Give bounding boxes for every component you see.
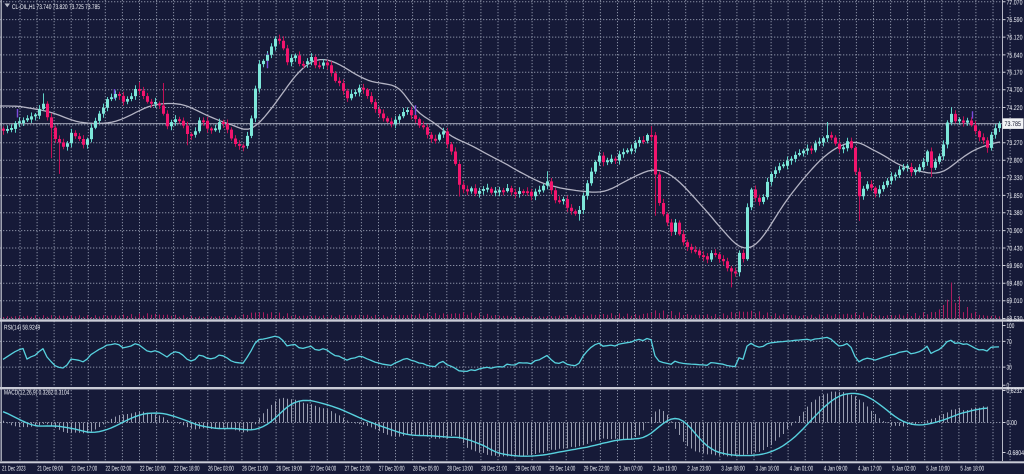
svg-text:5 Jan 18:00: 5 Jan 18:00 <box>960 465 984 472</box>
svg-text:74.700: 74.700 <box>1007 87 1023 94</box>
svg-text:76.120: 76.120 <box>1007 35 1023 42</box>
svg-text:-0.6804: -0.6804 <box>1007 450 1024 457</box>
svg-text:29 Dec 06:00: 29 Dec 06:00 <box>515 465 541 472</box>
svg-text:3 Jan 08:00: 3 Jan 08:00 <box>721 465 745 472</box>
svg-text:21 Dec 09:00: 21 Dec 09:00 <box>37 465 63 472</box>
svg-text:71.380: 71.380 <box>1007 210 1023 217</box>
svg-text:69.010: 69.010 <box>1007 298 1023 305</box>
svg-text:5 Jan 02:00: 5 Jan 02:00 <box>892 465 916 472</box>
svg-text:29 Dec 22:00: 29 Dec 22:00 <box>584 465 610 472</box>
svg-text:77.070: 77.070 <box>1007 0 1023 7</box>
svg-text:2 Jan 07:00: 2 Jan 07:00 <box>619 465 643 472</box>
svg-text:22 Dec 18:00: 22 Dec 18:00 <box>174 465 200 472</box>
svg-text:73.785: 73.785 <box>1005 121 1022 128</box>
svg-text:70.900: 70.900 <box>1007 228 1023 235</box>
svg-text:68.530: 68.530 <box>1007 316 1023 323</box>
svg-text:MACD(12,26,9) 0.3282 0.3104: MACD(12,26,9) 0.3282 0.3104 <box>4 390 69 397</box>
svg-text:2 Jan 15:00: 2 Jan 15:00 <box>653 465 677 472</box>
svg-text:76.590: 76.590 <box>1007 17 1023 24</box>
svg-text:3 Jan 16:00: 3 Jan 16:00 <box>756 465 780 472</box>
svg-text:CL-OIL,H1 73.740 73.820 73.725: CL-OIL,H1 73.740 73.820 73.725 73.785 <box>12 4 100 11</box>
svg-text:28 Dec 05:00: 28 Dec 05:00 <box>413 465 439 472</box>
svg-text:0.6232: 0.6232 <box>1007 388 1023 395</box>
svg-text:71.850: 71.850 <box>1007 193 1023 200</box>
svg-text:72.800: 72.800 <box>1007 158 1023 165</box>
svg-text:4 Jan 09:00: 4 Jan 09:00 <box>824 465 848 472</box>
svg-text:4 Jan 01:00: 4 Jan 01:00 <box>790 465 814 472</box>
svg-text:73.270: 73.270 <box>1007 140 1023 147</box>
svg-text:75.640: 75.640 <box>1007 52 1023 59</box>
svg-text:27 Dec 04:00: 27 Dec 04:00 <box>310 465 336 472</box>
svg-text:74.220: 74.220 <box>1007 105 1023 112</box>
svg-text:0: 0 <box>1007 383 1010 390</box>
svg-text:28 Dec 21:00: 28 Dec 21:00 <box>481 465 507 472</box>
svg-text:26 Dec 19:00: 26 Dec 19:00 <box>276 465 302 472</box>
svg-text:22 Dec 10:00: 22 Dec 10:00 <box>140 465 166 472</box>
svg-text:72.330: 72.330 <box>1007 175 1023 182</box>
svg-text:75.170: 75.170 <box>1007 70 1023 77</box>
svg-text:27 Dec 12:00: 27 Dec 12:00 <box>345 465 371 472</box>
svg-text:5 Jan 10:00: 5 Jan 10:00 <box>926 465 950 472</box>
svg-text:73.750: 73.750 <box>1007 122 1023 129</box>
svg-text:27 Dec 20:00: 27 Dec 20:00 <box>379 465 405 472</box>
svg-text:69.960: 69.960 <box>1007 263 1023 270</box>
svg-text:2 Jan 23:00: 2 Jan 23:00 <box>687 465 711 472</box>
svg-text:0.00: 0.00 <box>1007 420 1018 427</box>
svg-text:69.480: 69.480 <box>1007 281 1023 288</box>
svg-text:21 Dec 17:00: 21 Dec 17:00 <box>71 465 97 472</box>
svg-text:26 Dec 11:00: 26 Dec 11:00 <box>242 465 268 472</box>
svg-text:22 Dec 02:00: 22 Dec 02:00 <box>106 465 132 472</box>
svg-text:RSI(14) 58.9249: RSI(14) 58.9249 <box>4 324 40 331</box>
svg-text:70: 70 <box>1007 339 1012 346</box>
svg-text:28 Dec 13:00: 28 Dec 13:00 <box>447 465 473 472</box>
svg-text:21 Dec 2023: 21 Dec 2023 <box>2 465 26 472</box>
svg-text:26 Dec 03:00: 26 Dec 03:00 <box>208 465 234 472</box>
svg-text:29 Dec 14:00: 29 Dec 14:00 <box>550 465 576 472</box>
svg-text:4 Jan 17:00: 4 Jan 17:00 <box>858 465 882 472</box>
svg-text:30: 30 <box>1007 364 1012 371</box>
svg-text:100: 100 <box>1007 323 1015 330</box>
svg-text:70.430: 70.430 <box>1007 245 1023 252</box>
